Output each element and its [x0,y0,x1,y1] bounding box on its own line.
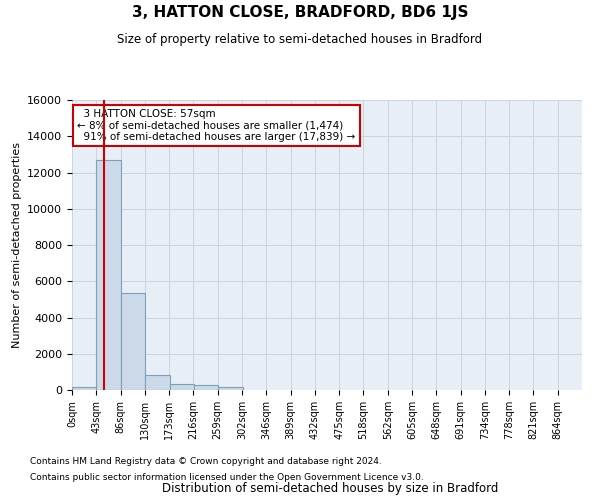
Text: Size of property relative to semi-detached houses in Bradford: Size of property relative to semi-detach… [118,32,482,46]
Bar [145,374,170,390]
Bar [72,387,96,390]
Bar [121,293,145,390]
Text: Contains HM Land Registry data © Crown copyright and database right 2024.: Contains HM Land Registry data © Crown c… [30,458,382,466]
Text: 3 HATTON CLOSE: 57sqm
← 8% of semi-detached houses are smaller (1,474)
  91% of : 3 HATTON CLOSE: 57sqm ← 8% of semi-detac… [77,108,355,142]
Text: Distribution of semi-detached houses by size in Bradford: Distribution of semi-detached houses by … [162,482,498,495]
Bar [96,160,121,390]
Bar [170,384,194,390]
Y-axis label: Number of semi-detached properties: Number of semi-detached properties [11,142,22,348]
Bar [194,385,218,390]
Text: Contains public sector information licensed under the Open Government Licence v3: Contains public sector information licen… [30,472,424,482]
Bar [218,388,242,390]
Text: 3, HATTON CLOSE, BRADFORD, BD6 1JS: 3, HATTON CLOSE, BRADFORD, BD6 1JS [132,5,468,20]
